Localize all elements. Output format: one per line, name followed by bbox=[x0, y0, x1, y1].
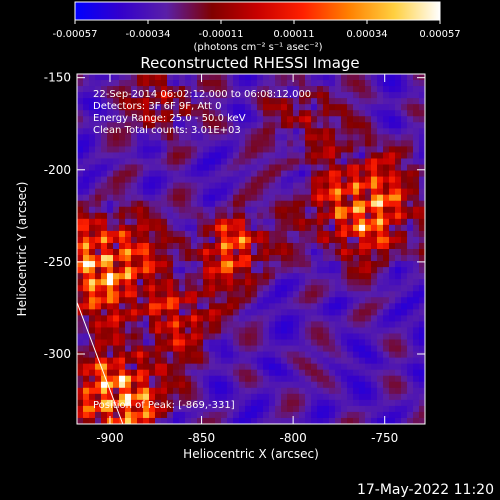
x-axis: -900 -850 -800 -750 bbox=[96, 74, 398, 445]
y-axis-label: Heliocentric Y (arcsec) bbox=[15, 182, 29, 317]
colorbar-ticks: -0.00057 -0.00034 -0.00011 0.00011 0.00034 0.… bbox=[53, 20, 461, 40]
x-axis-label: Heliocentric X (arcsec) bbox=[183, 447, 319, 461]
y-tick-label: -200 bbox=[44, 163, 71, 177]
x-tick-label: -750 bbox=[371, 431, 398, 445]
colorbar bbox=[74, 1, 441, 21]
heatmap-image bbox=[77, 74, 425, 424]
colorbar-tick-label: 0.00034 bbox=[346, 29, 387, 40]
footer-timestamp: 17-May-2022 11:20 bbox=[357, 482, 494, 498]
annotation-line: Detectors: 3F 6F 9F, Att 0 bbox=[93, 101, 221, 112]
annotation-line: 22-Sep-2014 06:02:12.000 to 06:08:12.000 bbox=[93, 89, 311, 100]
annotation-line: Energy Range: 25.0 - 50.0 keV bbox=[93, 113, 246, 124]
colorbar-tick-label: -0.00057 bbox=[53, 29, 98, 40]
annotation-block: 22-Sep-2014 06:02:12.000 to 06:08:12.000… bbox=[93, 89, 311, 136]
x-tick-label: -900 bbox=[96, 431, 123, 445]
y-tick-label: -150 bbox=[44, 71, 71, 85]
peak-position-label: Position of Peak: [-869,-331] bbox=[93, 400, 235, 411]
colorbar-unit-label: (photons cm⁻² s⁻¹ asec⁻²) bbox=[193, 42, 322, 53]
y-tick-label: -250 bbox=[44, 255, 71, 269]
colorbar-tick-label: 0.00011 bbox=[273, 29, 314, 40]
plot-frame bbox=[76, 73, 426, 425]
annotation-line: Clean Total counts: 3.01E+03 bbox=[93, 125, 241, 136]
colorbar-tick-label: 0.00057 bbox=[419, 29, 460, 40]
chart-title: Reconstructed RHESSI Image bbox=[140, 54, 359, 72]
x-tick-label: -850 bbox=[188, 431, 215, 445]
colorbar-tick-label: -0.00011 bbox=[199, 29, 244, 40]
colorbar-tick-label: -0.00034 bbox=[126, 29, 171, 40]
y-axis: -150 -200 -250 -300 bbox=[44, 71, 425, 361]
solar-limb-line bbox=[77, 302, 124, 424]
x-tick-label: -800 bbox=[280, 431, 307, 445]
y-tick-label: -300 bbox=[44, 347, 71, 361]
